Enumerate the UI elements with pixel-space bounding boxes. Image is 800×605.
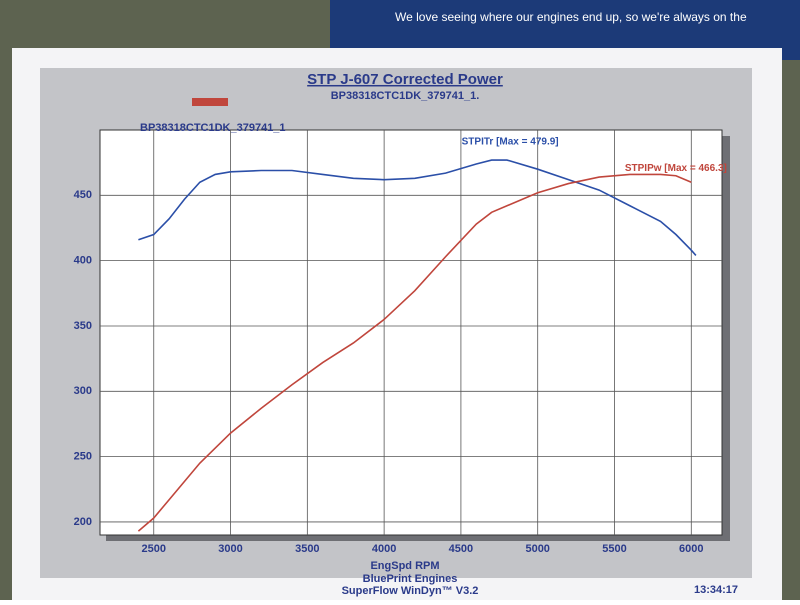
series-label: STPITr [Max = 479.9] xyxy=(462,137,559,148)
x-tick-label: 5500 xyxy=(602,543,626,555)
y-tick-label: 350 xyxy=(74,320,92,332)
x-tick-label: 6000 xyxy=(679,543,703,555)
footer-line: SuperFlow WinDyn™ V3.2 xyxy=(342,585,479,597)
y-tick-label: 250 xyxy=(74,451,92,463)
legend-swatch xyxy=(192,98,228,106)
y-tick-label: 200 xyxy=(74,516,92,528)
x-axis-label: EngSpd RPM xyxy=(370,560,439,572)
x-tick-label: 3000 xyxy=(218,543,242,555)
chart-title: STP J-607 Corrected Power xyxy=(307,71,503,88)
chart-subtitle: BP38318CTC1DK_379741_1. xyxy=(331,90,480,102)
footer-line: BluePrint Engines xyxy=(363,573,458,585)
y-tick-label: 450 xyxy=(74,189,92,201)
x-tick-label: 3500 xyxy=(295,543,319,555)
run-label: BP38318CTC1DK_379741_1 xyxy=(140,122,286,134)
x-tick-label: 4500 xyxy=(449,543,473,555)
data-line xyxy=(138,159,697,256)
x-tick-label: 5000 xyxy=(525,543,549,555)
y-tick-label: 400 xyxy=(74,255,92,267)
x-tick-label: 4000 xyxy=(372,543,396,555)
timestamp: 13:34:17 xyxy=(694,584,738,596)
plot-area xyxy=(99,129,723,536)
x-tick-label: 2500 xyxy=(142,543,166,555)
series-label: STPIPw [Max = 466.3] xyxy=(625,163,727,174)
data-line xyxy=(137,173,692,532)
y-tick-label: 300 xyxy=(74,385,92,397)
brochure-text: We love seeing where our engines end up,… xyxy=(395,10,747,24)
